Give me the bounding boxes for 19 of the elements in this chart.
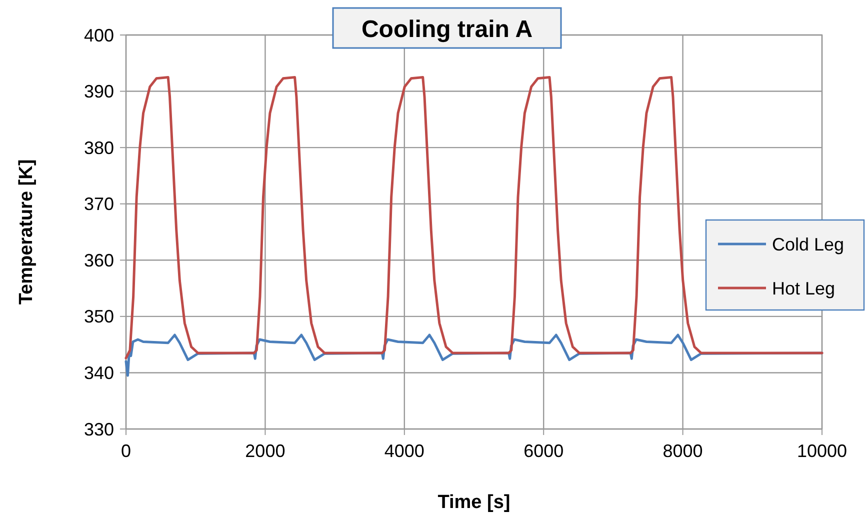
y-tick-label: 370 (84, 194, 114, 214)
chart-title: Cooling train A (361, 16, 533, 43)
y-tick-label: 400 (84, 25, 114, 46)
x-tick-label: 0 (120, 441, 132, 461)
x-tick-label: 10000 (796, 441, 848, 461)
y-tick-label: 380 (84, 138, 114, 158)
x-axis-title: Time [s] (438, 492, 510, 513)
x-tick-label: 8000 (662, 441, 703, 461)
y-tick-label: 390 (84, 82, 114, 102)
y-tick-label: 330 (84, 419, 114, 440)
y-tick-label: 360 (84, 250, 114, 270)
x-tick-label: 6000 (524, 441, 564, 461)
y-tick-label: 340 (84, 363, 114, 384)
y-axis-title: Temperature [K] (16, 159, 37, 305)
x-tick-label: 4000 (384, 441, 424, 461)
legend-label: Cold Leg (772, 234, 844, 254)
legend-label: Hot Leg (772, 278, 836, 298)
x-tick-label: 2000 (245, 441, 286, 461)
y-tick-label: 350 (84, 306, 114, 327)
